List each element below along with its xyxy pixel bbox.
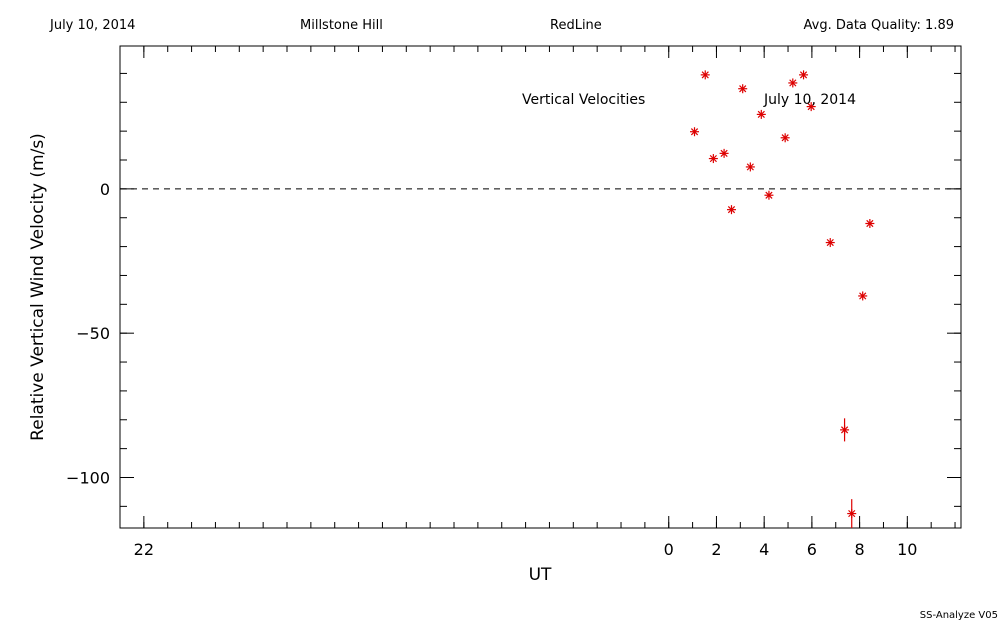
chart-annotation: July 10, 2014 (763, 92, 856, 108)
marker-stroke (690, 128, 699, 136)
x-ticks: 22 0 2 4 6 8 10 (134, 46, 917, 559)
x-tick-label: 6 (807, 540, 817, 559)
data-point (825, 238, 835, 248)
data-points (690, 70, 875, 528)
data-point (708, 154, 718, 164)
marker-stroke (701, 71, 709, 79)
data-point (756, 109, 766, 119)
data-point (745, 162, 755, 172)
marker-stroke (709, 154, 717, 163)
header-quality: Avg. Data Quality: 1.89 (803, 18, 954, 33)
x-tick-label: 10 (897, 540, 917, 559)
marker-stroke (765, 191, 773, 199)
data-point (858, 291, 868, 301)
data-point (865, 219, 875, 229)
x-tick-label: 4 (759, 540, 769, 559)
y-axis-label: Relative Vertical Wind Velocity (m/s) (28, 133, 48, 441)
marker-stroke (781, 134, 789, 142)
plot-frame (119, 45, 962, 529)
minor-ticks (119, 46, 961, 528)
marker-stroke (720, 149, 728, 157)
y-tick-label: −50 (76, 324, 110, 343)
data-point (738, 84, 748, 94)
marker-stroke (859, 292, 867, 300)
data-point (764, 190, 774, 200)
x-tick-label: 22 (134, 540, 154, 559)
marker-stroke (807, 103, 815, 111)
data-point (690, 127, 700, 137)
y-tick-label: −100 (66, 468, 110, 487)
data-point (726, 205, 736, 215)
data-point (780, 133, 790, 143)
version-label: SS-Analyze V05 (919, 610, 998, 621)
header-date: July 10, 2014 (50, 18, 136, 33)
y-tick-label: 0 (100, 180, 110, 199)
y-ticks: 0 −50 −100 (66, 180, 961, 487)
x-tick-label: 0 (664, 540, 674, 559)
data-point (700, 70, 710, 80)
marker-stroke (799, 71, 808, 79)
marker-stroke (739, 85, 747, 93)
header-site: Millstone Hill (300, 18, 383, 33)
data-point (840, 418, 850, 442)
marker-stroke (866, 219, 874, 228)
chart-title: Vertical Velocities (522, 92, 645, 108)
data-point (847, 499, 857, 528)
marker-stroke (727, 206, 736, 214)
data-point (719, 148, 729, 158)
marker-stroke (746, 163, 754, 171)
marker-stroke (789, 79, 797, 87)
marker-stroke (826, 238, 834, 247)
x-tick-label: 8 (855, 540, 865, 559)
data-point (806, 102, 816, 112)
marker-stroke (757, 110, 765, 119)
x-axis-label: UT (529, 565, 552, 585)
header-line: RedLine (550, 18, 602, 33)
x-tick-label: 2 (711, 540, 721, 559)
data-point (788, 78, 798, 88)
data-point (799, 70, 809, 80)
